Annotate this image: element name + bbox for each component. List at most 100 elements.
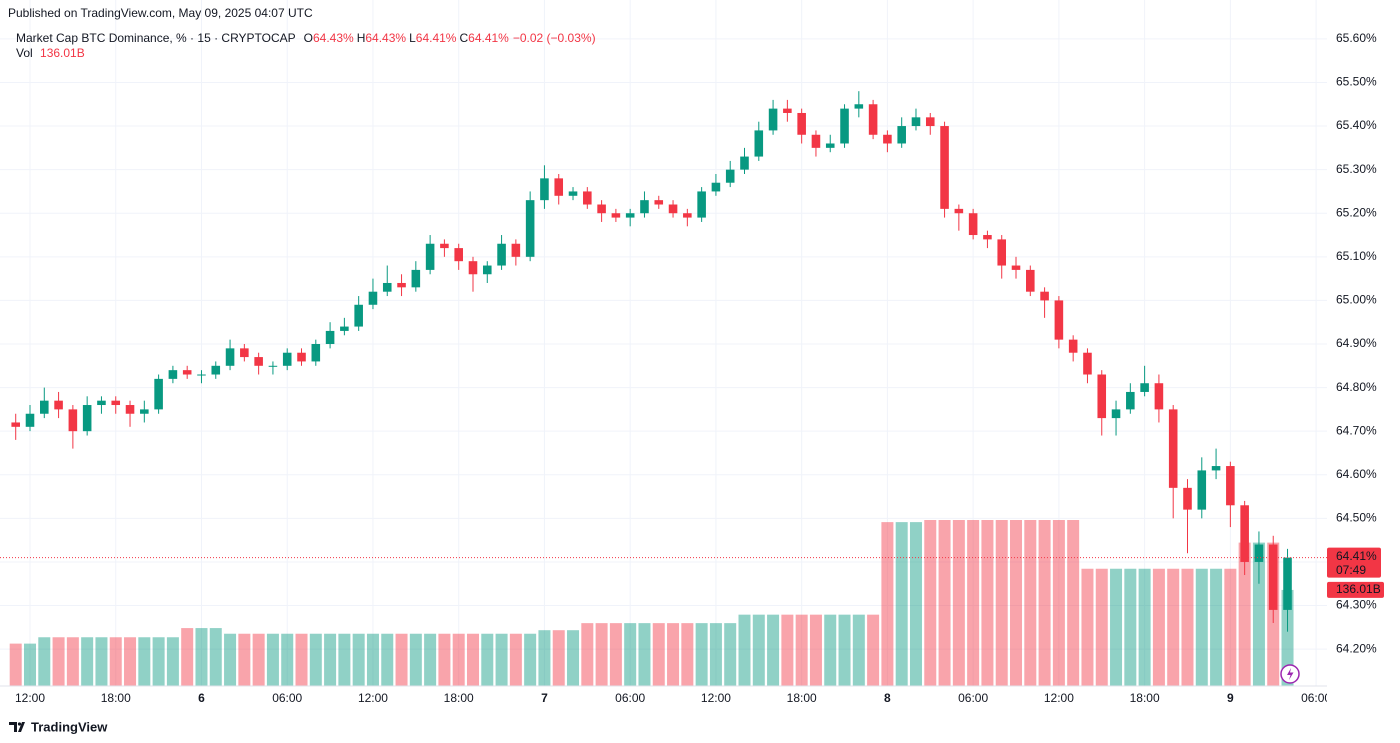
volume-bar bbox=[1195, 568, 1208, 686]
candle-body bbox=[1168, 409, 1178, 488]
candle-body bbox=[911, 117, 921, 127]
candle-body bbox=[540, 178, 549, 201]
x-tick-label: 18:00 bbox=[444, 691, 474, 705]
candle-body bbox=[1268, 544, 1278, 610]
candle-body bbox=[597, 204, 606, 214]
volume-bar bbox=[1110, 568, 1123, 686]
volume-bar bbox=[852, 614, 865, 686]
legend-ohlc-value: 64.43% bbox=[313, 31, 354, 45]
volume-bar bbox=[881, 522, 894, 686]
x-tick-label: 06:00 bbox=[1301, 691, 1331, 705]
volume-bar bbox=[709, 623, 722, 686]
legend-change: −0.02 (−0.03%) bbox=[513, 31, 596, 45]
y-tick-label: 65.10% bbox=[1336, 249, 1377, 263]
candle-body bbox=[1140, 383, 1149, 392]
volume-bar bbox=[581, 623, 594, 686]
candle-body bbox=[783, 108, 792, 113]
x-tick-label: 18:00 bbox=[1130, 691, 1160, 705]
volume-bar bbox=[995, 520, 1008, 686]
volume-bar bbox=[324, 633, 337, 686]
volume-bar bbox=[381, 633, 394, 686]
volume-bar bbox=[1052, 520, 1065, 686]
x-tick-label: 18:00 bbox=[787, 691, 817, 705]
legend-ohlc-label: C bbox=[459, 31, 468, 45]
y-tick-label: 65.00% bbox=[1336, 293, 1377, 307]
volume-bar bbox=[295, 633, 308, 686]
volume-bar bbox=[209, 628, 222, 686]
candle-body bbox=[725, 169, 735, 183]
volume-bar bbox=[924, 520, 937, 686]
x-tick-label: 8 bbox=[884, 691, 891, 705]
volume-bar bbox=[867, 614, 880, 686]
candle-body bbox=[182, 370, 192, 375]
volume-bar bbox=[1252, 542, 1265, 686]
candle-body bbox=[925, 117, 935, 127]
volume-bar bbox=[9, 643, 22, 686]
volume-bar bbox=[967, 520, 980, 686]
candle-body bbox=[25, 413, 35, 427]
legend-ohlc-value: 64.43% bbox=[365, 31, 406, 45]
volume-bar bbox=[66, 637, 79, 686]
volume-bar bbox=[338, 633, 351, 686]
y-tick-label: 64.30% bbox=[1336, 598, 1377, 612]
x-tick-label: 06:00 bbox=[272, 691, 302, 705]
candle-body bbox=[1026, 269, 1035, 292]
volume-bar bbox=[1210, 568, 1223, 686]
candle-body bbox=[254, 357, 263, 366]
candle-body bbox=[711, 182, 721, 192]
volume-bar bbox=[624, 623, 637, 686]
volume-bar bbox=[266, 633, 279, 686]
legend-ohlc-value: 64.41% bbox=[416, 31, 457, 45]
candle-body bbox=[754, 130, 764, 157]
volume-bar bbox=[567, 630, 580, 686]
volume-bar bbox=[638, 623, 651, 686]
legend-ohlc-label: H bbox=[357, 31, 366, 45]
volume-bar bbox=[524, 633, 537, 686]
candle-body bbox=[54, 400, 63, 410]
candle-body bbox=[968, 213, 978, 236]
volume-bar bbox=[552, 630, 565, 686]
candle-body bbox=[854, 104, 864, 109]
candle-body bbox=[140, 409, 149, 414]
y-tick-label: 65.40% bbox=[1336, 118, 1377, 132]
volume-bar bbox=[81, 637, 94, 686]
countdown-label: 07:49 bbox=[1336, 563, 1366, 577]
volume-bar bbox=[195, 628, 208, 686]
x-tick-label: 6 bbox=[198, 691, 205, 705]
volume-bar bbox=[509, 633, 522, 686]
candle-body bbox=[325, 330, 335, 344]
candle-body bbox=[511, 243, 521, 257]
volume-bar bbox=[409, 633, 422, 686]
x-tick-labels: 12:00 18:00 6 06:00 12:00 18:00 7 06:00 12:00 18:… bbox=[15, 691, 1331, 705]
volume-bar bbox=[152, 637, 165, 686]
candle-body bbox=[397, 282, 406, 288]
volume-bar bbox=[138, 637, 151, 686]
x-tick-label: 12:00 bbox=[1044, 691, 1074, 705]
x-tick-label: 18:00 bbox=[101, 691, 131, 705]
x-tick-label: 06:00 bbox=[615, 691, 645, 705]
candle-body bbox=[368, 291, 378, 305]
candle-body bbox=[654, 200, 664, 205]
candle-layer bbox=[11, 91, 1292, 632]
x-tick-label: 12:00 bbox=[701, 691, 731, 705]
candle-body bbox=[40, 400, 49, 414]
volume-bar bbox=[52, 637, 65, 686]
candle-body bbox=[340, 326, 349, 331]
candle-body bbox=[97, 400, 106, 406]
volume-bar bbox=[1167, 568, 1180, 686]
volume-bar bbox=[1138, 568, 1151, 686]
volume-bar bbox=[95, 637, 108, 686]
volume-bar bbox=[481, 633, 494, 686]
volume-bar bbox=[452, 633, 465, 686]
volume-bar bbox=[166, 637, 179, 686]
brand-name: TradingView bbox=[31, 719, 108, 734]
candle-body bbox=[1068, 339, 1078, 353]
candle-body bbox=[568, 191, 578, 196]
candle-body bbox=[683, 213, 692, 218]
candle-body bbox=[668, 204, 678, 214]
candle-body bbox=[482, 265, 492, 275]
volume-bar bbox=[695, 623, 708, 686]
candle-body bbox=[1011, 265, 1021, 270]
candle-body bbox=[1226, 466, 1235, 506]
